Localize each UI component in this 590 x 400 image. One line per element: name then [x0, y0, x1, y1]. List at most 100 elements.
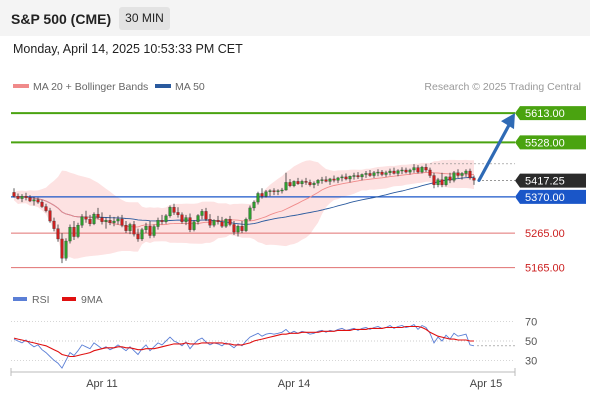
candle-body[interactable] — [60, 238, 64, 259]
candle-body[interactable] — [176, 212, 180, 215]
candle-body[interactable] — [224, 219, 228, 227]
candle-body[interactable] — [360, 174, 364, 178]
candle-body[interactable] — [40, 201, 44, 207]
candle-body[interactable] — [204, 211, 208, 220]
candle-body[interactable] — [28, 197, 32, 202]
candle-body[interactable] — [68, 227, 72, 242]
candle-body[interactable] — [424, 167, 428, 171]
candle-body[interactable] — [168, 207, 172, 217]
candle-body[interactable] — [404, 169, 408, 173]
candle-body[interactable] — [432, 175, 436, 185]
candle-body[interactable] — [72, 227, 76, 237]
candle-body[interactable] — [284, 182, 288, 191]
candle-body[interactable] — [208, 219, 212, 226]
candle-body[interactable] — [468, 170, 472, 179]
candle-body[interactable] — [156, 220, 160, 227]
candle-body[interactable] — [132, 224, 136, 235]
candle-body[interactable] — [100, 217, 104, 222]
candle-body[interactable] — [292, 181, 296, 187]
candle-body[interactable] — [116, 218, 120, 222]
candle-body[interactable] — [472, 177, 476, 181]
candle-body[interactable] — [216, 220, 220, 222]
candle-body[interactable] — [448, 176, 452, 181]
candle-body[interactable] — [312, 182, 316, 185]
candle-body[interactable] — [384, 172, 388, 175]
candle-body[interactable] — [376, 171, 380, 174]
candle-body[interactable] — [92, 213, 96, 224]
candle-body[interactable] — [412, 167, 416, 171]
candle-body[interactable] — [32, 199, 36, 202]
candle-body[interactable] — [88, 219, 92, 224]
candle-body[interactable] — [344, 176, 348, 180]
candle-body[interactable] — [84, 216, 88, 220]
candle-body[interactable] — [16, 196, 20, 199]
candle-body[interactable] — [400, 169, 404, 172]
candle-body[interactable] — [260, 193, 264, 197]
candle-body[interactable] — [160, 220, 164, 222]
candle-body[interactable] — [440, 179, 444, 185]
candle-body[interactable] — [56, 228, 60, 240]
candle-body[interactable] — [152, 226, 156, 236]
candle-body[interactable] — [212, 220, 216, 226]
candle-body[interactable] — [80, 216, 84, 226]
candle-body[interactable] — [128, 224, 132, 231]
candle-body[interactable] — [416, 167, 420, 173]
candle-body[interactable] — [420, 167, 424, 173]
candle-body[interactable] — [392, 170, 396, 174]
candle-body[interactable] — [444, 176, 448, 185]
candle-body[interactable] — [36, 199, 40, 203]
candle-body[interactable] — [264, 191, 268, 197]
candle-body[interactable] — [336, 177, 340, 181]
candle-body[interactable] — [288, 182, 292, 187]
candle-body[interactable] — [380, 171, 384, 175]
candle-body[interactable] — [96, 213, 100, 218]
candle-body[interactable] — [104, 220, 108, 222]
candle-body[interactable] — [388, 170, 392, 173]
candle-body[interactable] — [192, 221, 196, 230]
interval-button[interactable]: 30 MIN — [119, 7, 170, 30]
candle-body[interactable] — [236, 226, 240, 233]
candle-body[interactable] — [256, 193, 260, 203]
candle-body[interactable] — [136, 233, 140, 240]
candle-body[interactable] — [124, 225, 128, 231]
candle-body[interactable] — [272, 190, 276, 192]
candle-body[interactable] — [308, 182, 312, 185]
candle-body[interactable] — [324, 179, 328, 182]
candle-body[interactable] — [140, 229, 144, 240]
candle-body[interactable] — [460, 173, 464, 176]
candle-body[interactable] — [12, 192, 16, 197]
candle-body[interactable] — [196, 215, 200, 222]
candle-body[interactable] — [200, 211, 204, 216]
candle-body[interactable] — [64, 240, 68, 259]
candle-body[interactable] — [112, 220, 116, 223]
candle-body[interactable] — [356, 175, 360, 178]
candle-body[interactable] — [280, 189, 284, 192]
candle-body[interactable] — [180, 214, 184, 222]
candle-body[interactable] — [20, 196, 24, 199]
candle-body[interactable] — [240, 226, 244, 231]
candle-body[interactable] — [408, 169, 412, 173]
candle-body[interactable] — [232, 224, 236, 233]
candle-body[interactable] — [368, 173, 372, 176]
candle-body[interactable] — [428, 169, 432, 176]
candle-body[interactable] — [220, 221, 224, 227]
candle-body[interactable] — [340, 176, 344, 179]
candle-body[interactable] — [188, 217, 192, 230]
candle-body[interactable] — [24, 196, 28, 198]
candle-body[interactable] — [396, 170, 400, 174]
candle-body[interactable] — [332, 178, 336, 181]
candle-body[interactable] — [108, 220, 112, 223]
candle-body[interactable] — [184, 217, 188, 222]
candle-body[interactable] — [352, 175, 356, 177]
candle-body[interactable] — [456, 172, 460, 176]
candle-body[interactable] — [244, 219, 248, 231]
candle-body[interactable] — [144, 226, 148, 230]
candle-body[interactable] — [300, 181, 304, 184]
candle-body[interactable] — [268, 190, 272, 192]
candle-body[interactable] — [148, 226, 152, 236]
candle-body[interactable] — [452, 172, 456, 181]
candle-body[interactable] — [52, 220, 56, 229]
candle-body[interactable] — [76, 225, 80, 237]
candle-body[interactable] — [248, 207, 252, 220]
